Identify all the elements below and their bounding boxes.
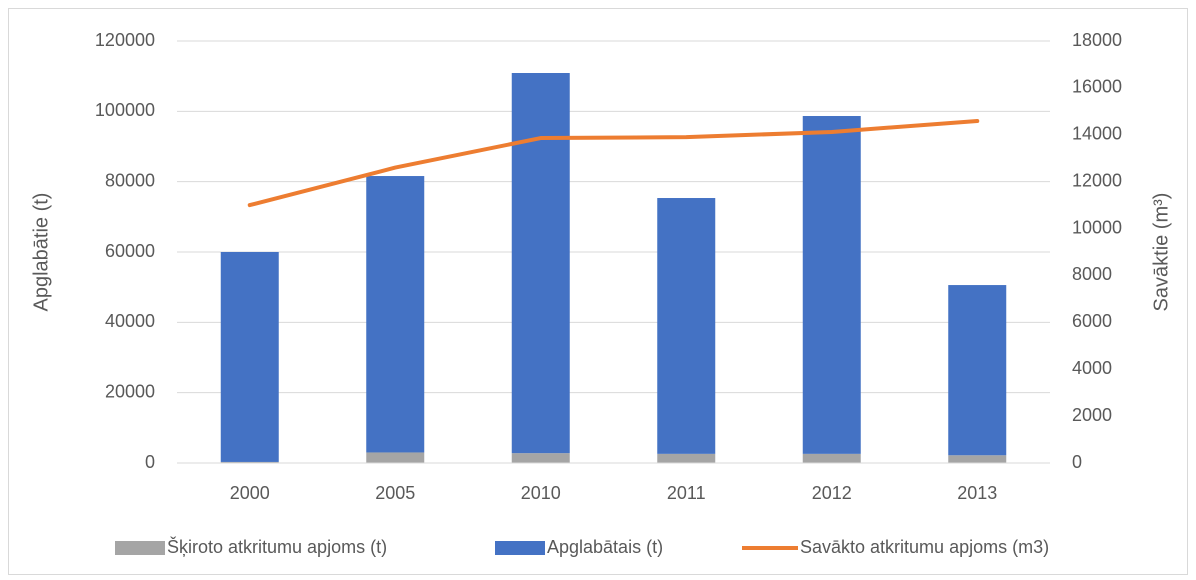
bar [657, 453, 716, 463]
bar [511, 453, 570, 463]
y2-tick-label: 4000 [1072, 358, 1112, 378]
bar [220, 461, 279, 463]
line [247, 118, 980, 208]
bar [657, 198, 716, 454]
y2-tick-label: 6000 [1072, 311, 1112, 331]
y-tick-label: 100000 [95, 100, 155, 120]
bar [366, 452, 425, 463]
bar [802, 453, 861, 463]
legend-swatch [495, 541, 545, 555]
legend-swatch [115, 541, 165, 555]
y-axis-title: Apglabātie (t) [30, 193, 52, 312]
y-tick-label: 40000 [105, 311, 155, 331]
x-tick-label: 2011 [667, 483, 706, 503]
bar [511, 73, 570, 454]
y-tick-label: 60000 [105, 241, 155, 261]
y-tick-label: 80000 [105, 170, 155, 190]
y2-tick-label: 10000 [1072, 217, 1122, 237]
x-tick-label: 2005 [375, 483, 415, 503]
y-tick-label: 20000 [105, 381, 155, 401]
x-tick-label: 2000 [230, 483, 270, 503]
bar [802, 116, 861, 454]
y2-tick-label: 8000 [1072, 264, 1112, 284]
x-tick-label: 2010 [521, 483, 561, 503]
y-tick-label: 120000 [95, 30, 155, 50]
bar [948, 285, 1007, 456]
chart-border [8, 8, 1188, 575]
y2-tick-label: 2000 [1072, 405, 1112, 425]
y2-tick-label: 0 [1072, 452, 1082, 472]
bar [948, 455, 1007, 463]
y-tick-label: 0 [145, 452, 155, 472]
y2-axis-title: Savāktie (m³) [1150, 193, 1172, 312]
x-tick-label: 2013 [957, 483, 997, 503]
y2-tick-label: 14000 [1072, 124, 1122, 144]
y2-tick-label: 12000 [1072, 170, 1122, 190]
legend-label: Savākto atkritumu apjoms (m3) [800, 537, 1049, 557]
bar [220, 252, 279, 462]
y2-tick-label: 18000 [1072, 30, 1122, 50]
bar [366, 176, 425, 453]
y2-tick-label: 16000 [1072, 77, 1122, 97]
x-tick-label: 2012 [812, 483, 852, 503]
legend-label: Apglabātais (t) [547, 537, 663, 557]
legend-label: Šķiroto atkritumu apjoms (t) [167, 536, 387, 557]
